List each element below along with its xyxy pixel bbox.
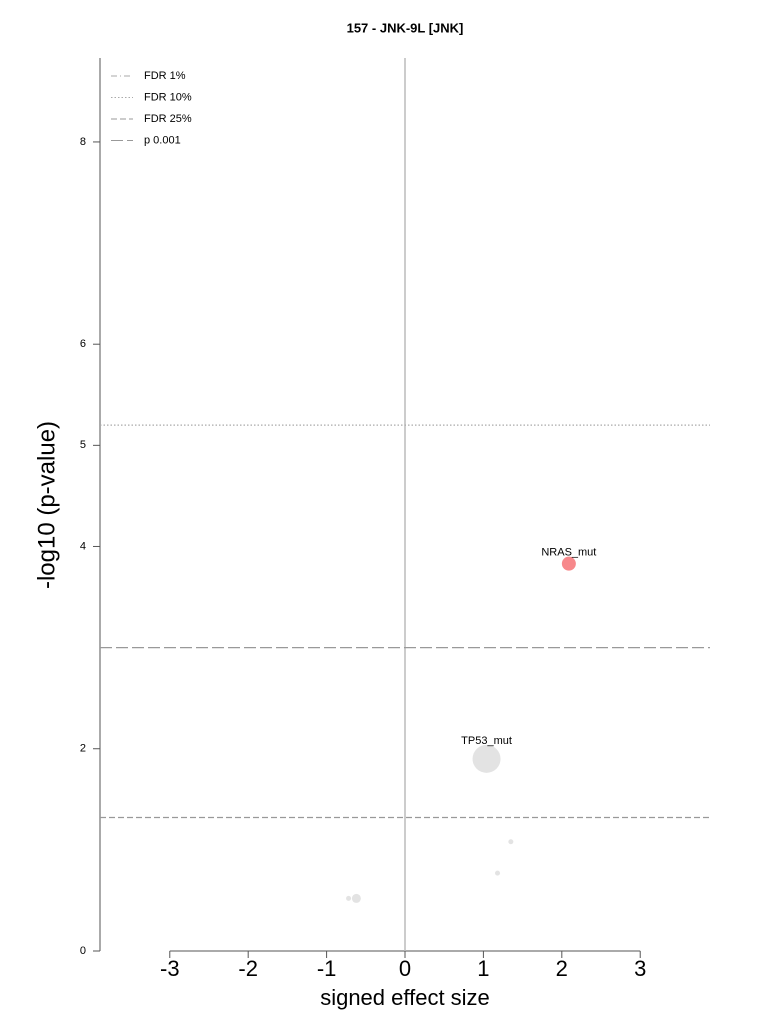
point: [472, 744, 501, 773]
legend-label: p 0.001: [144, 134, 181, 146]
point: [508, 839, 514, 845]
legend-label: FDR 25%: [144, 113, 192, 125]
x-tick-label: 3: [634, 956, 646, 981]
x-tick-label: 0: [399, 956, 411, 981]
x-tick-label: 1: [477, 956, 489, 981]
y-tick-label: 0: [80, 945, 86, 957]
point: [495, 870, 501, 876]
y-tick-label: 5: [80, 439, 86, 451]
point-label: TP53_mut: [461, 735, 512, 747]
point-label: NRAS_mut: [541, 547, 596, 559]
point: [346, 895, 352, 901]
y-tick-label: 6: [80, 338, 86, 350]
x-tick-label: -1: [317, 956, 337, 981]
chart-title: 157 - JNK-9L [JNK]: [347, 20, 464, 35]
y-tick-label: 8: [80, 136, 86, 148]
point: [351, 893, 361, 903]
x-tick-label: -3: [160, 956, 180, 981]
y-tick-label: 4: [80, 540, 86, 552]
legend-label: FDR 10%: [144, 91, 192, 103]
point: [561, 556, 576, 571]
x-tick-label: -2: [238, 956, 258, 981]
x-tick-label: 2: [556, 956, 568, 981]
y-axis-label: -log10 (p-value): [33, 421, 60, 589]
x-axis-label: signed effect size: [320, 985, 490, 1010]
y-tick-label: 2: [80, 743, 86, 755]
legend-label: FDR 1%: [144, 70, 186, 82]
